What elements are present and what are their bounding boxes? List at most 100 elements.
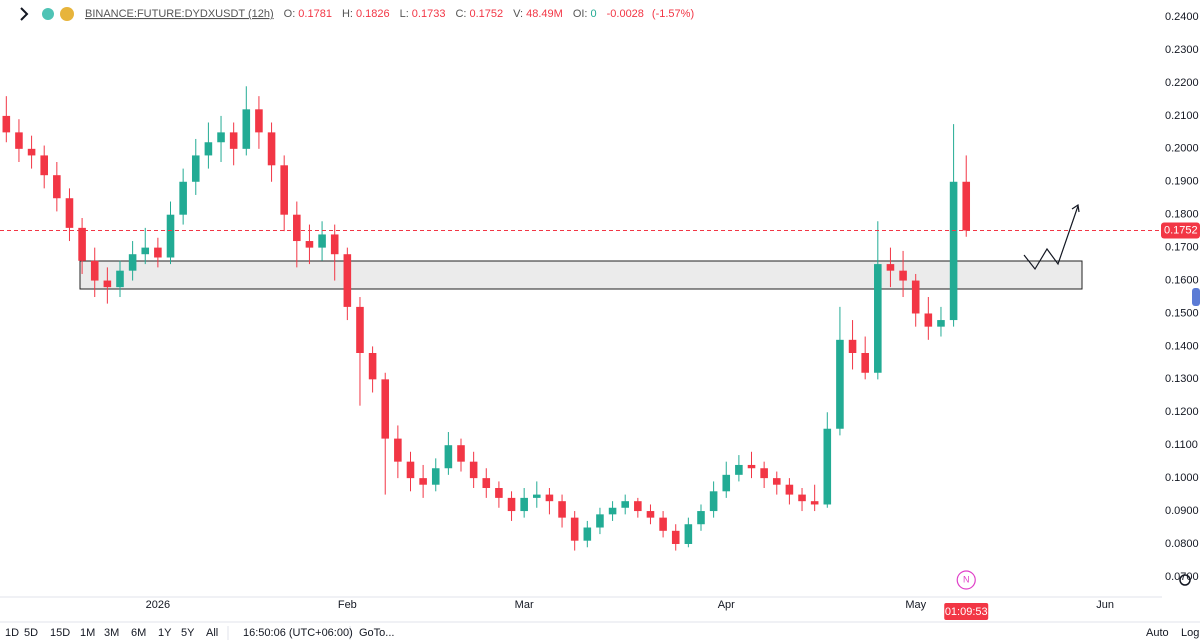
candle-body: [356, 306, 364, 353]
candle-body: [394, 438, 402, 462]
candle-body: [886, 264, 895, 271]
range-button[interactable]: 1D: [5, 627, 19, 639]
event-marker[interactable]: [956, 570, 976, 590]
field-value: 0.1826: [356, 8, 390, 20]
y-tick-label: 0.1500: [1165, 307, 1199, 319]
candle-body: [848, 339, 857, 353]
last-price-label: 0.1752: [1164, 224, 1198, 236]
range-button[interactable]: All: [206, 627, 218, 639]
candle-body: [330, 234, 339, 255]
range-button[interactable]: 15D: [50, 627, 70, 639]
y-tick-label: 0.1600: [1165, 274, 1199, 286]
range-button[interactable]: 5D: [24, 627, 38, 639]
range-button[interactable]: 1Y: [158, 627, 172, 639]
candle-body: [457, 445, 465, 462]
y-tick-label: 0.0900: [1165, 505, 1199, 517]
candle-body: [735, 464, 743, 475]
exchange-icon: [60, 7, 74, 21]
candle-body: [709, 491, 718, 512]
field-label: O:: [284, 8, 296, 20]
candle-body: [179, 181, 187, 215]
candle-body: [558, 501, 566, 518]
toolbar-goto[interactable]: GoTo...: [359, 627, 394, 639]
settings-icon[interactable]: [1179, 574, 1191, 586]
toolbar-scale[interactable]: Log: [1181, 627, 1199, 639]
change: -0.0028: [607, 8, 644, 20]
candle-body: [482, 478, 491, 489]
y-tick-label: 0.2200: [1165, 77, 1199, 89]
field-value: 0.1733: [412, 8, 446, 20]
candle-body: [747, 464, 756, 469]
candle-body: [368, 352, 377, 380]
range-button[interactable]: 6M: [131, 627, 146, 639]
candle-body: [621, 501, 629, 508]
scale-tab[interactable]: [1192, 288, 1200, 306]
candle-body: [217, 132, 225, 143]
candle-body: [204, 142, 213, 156]
candle-body: [166, 214, 175, 258]
candle-body: [608, 507, 617, 515]
candle-body: [419, 478, 427, 485]
candle-body: [2, 115, 11, 133]
range-button[interactable]: 1M: [80, 627, 95, 639]
candle-body: [154, 247, 162, 258]
y-tick-label: 0.1200: [1165, 406, 1199, 418]
candle-body: [722, 474, 731, 492]
field-label: OI:: [573, 8, 588, 20]
x-tick-label: Jun: [1096, 599, 1114, 611]
field-label: C:: [455, 8, 466, 20]
y-tick-label: 0.1400: [1165, 340, 1199, 352]
field-value: 48.49M: [526, 8, 563, 20]
candle-body: [772, 478, 781, 485]
candle-body: [823, 428, 832, 505]
candle-body: [874, 264, 882, 373]
y-tick-label: 0.1100: [1165, 439, 1198, 451]
candle-body: [646, 511, 655, 518]
candle-body: [861, 352, 869, 373]
candle-body: [242, 109, 251, 149]
candle-body: [911, 280, 920, 314]
candle-body: [229, 132, 238, 149]
candle-body: [634, 501, 642, 512]
x-tick-label: Feb: [338, 599, 357, 611]
x-tick-label: May: [905, 599, 926, 611]
y-tick-label: 0.2400: [1165, 11, 1199, 23]
symbol[interactable]: BINANCE:FUTURE:DYDXUSDT (12h): [85, 8, 274, 20]
candle-body: [191, 155, 200, 182]
collapse-chevron[interactable]: [20, 7, 29, 21]
candle-body: [116, 270, 124, 288]
candle-body: [507, 497, 516, 512]
candle-body: [760, 468, 768, 479]
field-value: 0.1781: [298, 8, 332, 20]
candle-body: [141, 247, 150, 255]
y-tick-label: 0.1000: [1165, 472, 1199, 484]
toolbar-scale[interactable]: Auto: [1146, 627, 1169, 639]
candle-body: [40, 155, 48, 176]
candle-body: [798, 494, 806, 502]
plot-area: [2, 86, 971, 551]
candle-body: [836, 339, 844, 429]
candle-body: [469, 461, 478, 479]
x-tick-label: Apr: [718, 599, 735, 611]
candle-body: [545, 494, 554, 502]
range-button[interactable]: 3M: [104, 627, 119, 639]
candle-body: [899, 270, 907, 281]
candle-body: [596, 514, 604, 528]
candle-body: [65, 198, 74, 228]
candle-body: [697, 511, 705, 525]
range-button[interactable]: 5Y: [181, 627, 195, 639]
y-tick-label: 0.2100: [1165, 110, 1199, 122]
candle-body: [53, 175, 61, 199]
support-zone[interactable]: [79, 260, 1083, 290]
y-tick-label: 0.1700: [1165, 242, 1199, 254]
y-tick-label: 0.2300: [1165, 44, 1199, 56]
x-tick-label: 2026: [146, 599, 170, 611]
projection-arrow[interactable]: [1023, 205, 1079, 271]
y-tick-label: 0.0700: [1165, 571, 1199, 583]
field-label: V:: [513, 8, 523, 20]
candle-body: [949, 181, 958, 321]
candle-body: [785, 484, 794, 495]
arrow-head: [1071, 203, 1080, 213]
